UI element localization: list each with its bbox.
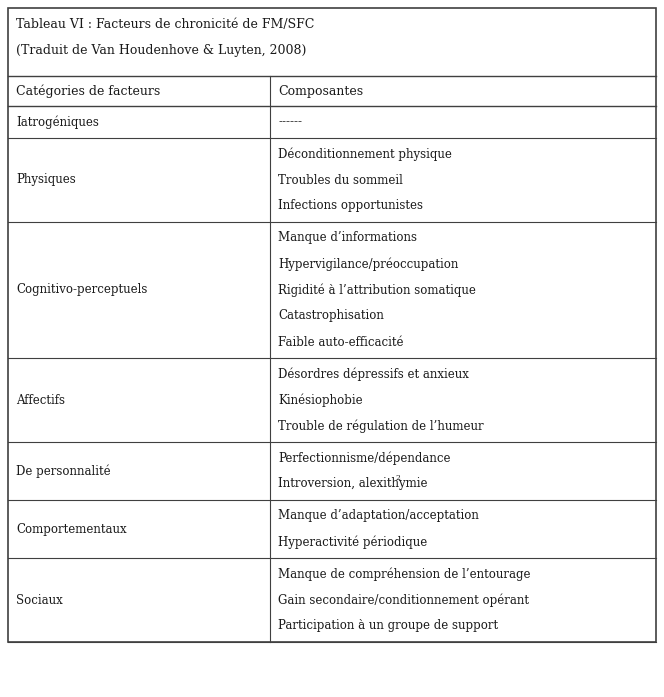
Text: Gain secondaire/conditionnement opérant: Gain secondaire/conditionnement opérant [278,593,529,607]
Text: Hyperactivité périodique: Hyperactivité périodique [278,535,428,549]
Text: Manque d’informations: Manque d’informations [278,231,418,245]
Text: Déconditionnement physique: Déconditionnement physique [278,147,452,161]
Text: Manque d’adaptation/acceptation: Manque d’adaptation/acceptation [278,510,479,523]
Text: Sociaux: Sociaux [16,594,63,606]
Text: Introversion, alexithymie: Introversion, alexithymie [278,477,428,491]
Text: Infections opportunistes: Infections opportunistes [278,199,424,213]
Text: Comportementaux: Comportementaux [16,523,127,535]
Text: Catégories de facteurs: Catégories de facteurs [16,84,160,98]
Text: Composantes: Composantes [278,84,364,98]
Text: ------: ------ [278,116,302,128]
Text: Troubles du sommeil: Troubles du sommeil [278,174,403,187]
Text: Physiques: Physiques [16,174,76,187]
Text: Perfectionnisme/dépendance: Perfectionnisme/dépendance [278,451,451,465]
Text: Trouble de régulation de l’humeur: Trouble de régulation de l’humeur [278,420,484,433]
Text: 2: 2 [395,474,400,482]
Text: Iatrogéniques: Iatrogéniques [16,115,99,129]
Text: Tableau VI : Facteurs de chronicité de FM/SFC: Tableau VI : Facteurs de chronicité de F… [16,18,314,31]
Text: Kinésiophobie: Kinésiophobie [278,393,363,407]
Text: De personnalité: De personnalité [16,464,111,477]
Text: Désordres dépressifs et anxieux: Désordres dépressifs et anxieux [278,367,469,381]
Text: Faible auto-efficacité: Faible auto-efficacité [278,335,404,348]
Text: Participation à un groupe de support: Participation à un groupe de support [278,620,499,632]
Text: Affectifs: Affectifs [16,394,65,406]
Text: (Traduit de Van Houdenhove & Luyten, 2008): (Traduit de Van Houdenhove & Luyten, 200… [16,44,306,57]
Text: Cognitivo-perceptuels: Cognitivo-perceptuels [16,284,147,296]
Text: Rigidité à l’attribution somatique: Rigidité à l’attribution somatique [278,283,476,297]
Text: Manque de compréhension de l’entourage: Manque de compréhension de l’entourage [278,567,531,581]
Text: Hypervigilance/préoccupation: Hypervigilance/préoccupation [278,257,459,270]
Text: Catastrophisation: Catastrophisation [278,309,384,323]
